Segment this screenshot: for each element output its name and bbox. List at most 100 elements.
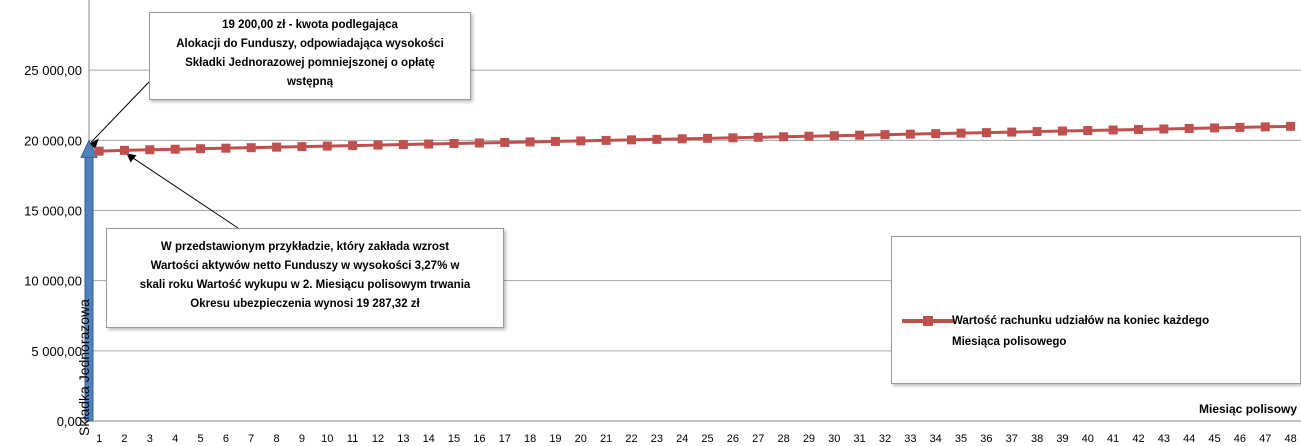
y-tick-label: 20 000,00	[24, 133, 82, 148]
x-tick-label: 23	[651, 433, 663, 445]
series-line	[94, 121, 1296, 156]
bar-arrowhead	[80, 139, 98, 158]
series-point	[829, 131, 839, 141]
series-point	[221, 143, 231, 153]
series-point	[576, 136, 586, 146]
x-axis-ticks: 1 2 3 4 5 6 7 8 9 10 11 12 13 14 15 16 17 18 19 20 21 22 23 24 2…	[96, 433, 1297, 445]
legend: Wartość rachunku udziałów na koniec każd…	[891, 236, 1301, 384]
x-tick-label: 14	[423, 433, 435, 445]
x-tick-label: 39	[1056, 433, 1068, 445]
series-point	[322, 141, 332, 151]
x-tick-label: 9	[299, 433, 305, 445]
x-tick-label: 27	[752, 433, 764, 445]
x-tick-label: 4	[172, 433, 178, 445]
x-tick-label: 22	[625, 433, 637, 445]
y-tick-label: 5 000,00	[31, 344, 82, 359]
x-tick-label: 26	[727, 433, 739, 445]
annotation-surrender-value: W przedstawionym przykładzie, który zakł…	[106, 228, 504, 328]
series-point	[1057, 126, 1067, 136]
x-tick-label: 19	[549, 433, 561, 445]
series-point	[779, 132, 789, 142]
x-tick-label: 42	[1132, 433, 1144, 445]
x-tick-label: 45	[1208, 433, 1220, 445]
series-point	[626, 135, 636, 145]
series-point	[170, 144, 180, 154]
series-point	[1235, 122, 1245, 132]
callout-arrow	[127, 153, 239, 229]
y-axis-ticks: 0,00 5 000,00 10 000,00 15 000,00 20 000,00 2…	[24, 63, 82, 429]
series-point	[1083, 126, 1093, 136]
x-tick-label: 31	[854, 433, 866, 445]
series-point	[525, 137, 535, 147]
series-point	[703, 133, 713, 143]
annotation-line: 19 200,00 zł - kwota podlegająca	[222, 19, 398, 31]
series-point	[373, 140, 383, 150]
annotation-line: Okresu ubezpieczenia wynosi 19 287,32 zł	[190, 298, 420, 310]
series-point	[550, 136, 560, 146]
callout-arrowhead	[126, 153, 137, 163]
annotation-allocation: 19 200,00 zł - kwota podlegająca Alokacj…	[149, 12, 471, 100]
x-tick-label: 6	[223, 433, 229, 445]
series-point	[500, 137, 510, 147]
series-point	[424, 139, 434, 149]
series-point	[956, 128, 966, 138]
x-tick-label: 12	[372, 433, 384, 445]
x-tick-label: 7	[248, 433, 254, 445]
x-tick-label: 28	[777, 433, 789, 445]
series-point	[753, 132, 763, 142]
x-tick-label: 25	[701, 433, 713, 445]
legend-label: Wartość rachunku udziałów na koniec każd…	[952, 311, 1282, 353]
series-point	[1210, 123, 1220, 133]
series-point	[652, 134, 662, 144]
x-tick-label: 32	[879, 433, 891, 445]
x-tick-label: 20	[575, 433, 587, 445]
x-tick-label: 38	[1031, 433, 1043, 445]
x-tick-label: 15	[448, 433, 460, 445]
series-point	[297, 142, 307, 152]
x-tick-label: 46	[1234, 433, 1246, 445]
annotation-line: wstępną	[286, 76, 333, 88]
x-tick-label: 36	[980, 433, 992, 445]
series-point	[1007, 127, 1017, 137]
y-tick-label: 15 000,00	[24, 204, 82, 219]
series-point	[880, 130, 890, 140]
series-point	[398, 140, 408, 150]
x-tick-label: 29	[803, 433, 815, 445]
annotation-line: Alokacji do Funduszy, odpowiadająca wyso…	[176, 38, 444, 50]
x-tick-label: 41	[1107, 433, 1119, 445]
single-premium-bar	[80, 139, 98, 422]
series-point	[1159, 124, 1169, 134]
series-point	[804, 131, 814, 141]
annotation-line: skali roku Wartość wykupu w 2. Miesiącu …	[139, 279, 471, 291]
annotation-line: Wartości aktywów netto Funduszy w wysoko…	[150, 260, 460, 272]
annotation-line: W przedstawionym przykładzie, który zakł…	[160, 241, 450, 253]
x-tick-label: 10	[321, 433, 333, 445]
y-axis-label: Składka Jednorazowa	[76, 299, 92, 436]
series-point	[94, 146, 104, 156]
x-tick-label: 13	[397, 433, 409, 445]
series-point	[1260, 122, 1270, 132]
x-tick-label: 18	[524, 433, 536, 445]
x-tick-label: 37	[1006, 433, 1018, 445]
series-point	[348, 141, 358, 151]
x-tick-label: 1	[96, 433, 102, 445]
annotation-line: Składki Jednorazowej pomniejszonej o opł…	[185, 57, 435, 69]
x-tick-label: 30	[828, 433, 840, 445]
series-point	[601, 135, 611, 145]
series-point	[272, 142, 282, 152]
y-tick-label: 10 000,00	[24, 274, 82, 289]
series-point	[449, 139, 459, 149]
x-tick-label: 44	[1183, 433, 1195, 445]
x-tick-label: 40	[1082, 433, 1094, 445]
series-point	[1133, 124, 1143, 134]
y-tick-label: 0,00	[57, 414, 82, 429]
series-point	[677, 134, 687, 144]
x-tick-label: 16	[473, 433, 485, 445]
x-tick-label: 17	[499, 433, 511, 445]
series-point	[196, 144, 206, 154]
legend-line: Miesiąca polisowego	[952, 336, 1067, 348]
series-point	[1108, 125, 1118, 135]
x-tick-label: 34	[930, 433, 942, 445]
series-point	[905, 129, 915, 139]
series-point	[246, 143, 256, 153]
